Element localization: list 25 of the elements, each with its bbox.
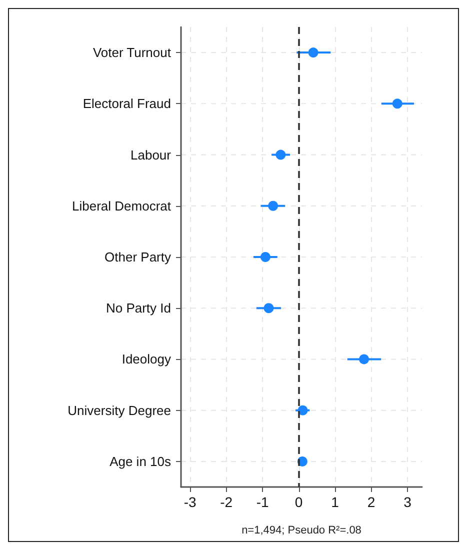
y-tick-label: Ideology <box>122 352 172 367</box>
x-tick-label: -3 <box>184 494 196 510</box>
x-tick-label: 2 <box>367 494 376 510</box>
y-tick-label: Age in 10s <box>110 454 172 469</box>
point <box>268 200 278 211</box>
x-tick-label: 0 <box>294 494 303 510</box>
y-tick-label: Liberal Democrat <box>72 198 172 214</box>
x-tick-label: 3 <box>404 494 412 510</box>
x-tick-label: -2 <box>220 494 233 510</box>
point <box>359 354 370 364</box>
y-tick-label: Voter Turnout <box>92 45 172 60</box>
y-tick-label: No Party Id <box>106 300 171 316</box>
y-tick-label: Electoral Fraud <box>82 96 171 112</box>
x-tick-label: 1 <box>331 494 340 510</box>
x-tick-label: -1 <box>256 494 269 510</box>
point <box>264 303 274 314</box>
y-tick-label: University Degree <box>68 402 171 418</box>
point <box>276 150 286 160</box>
y-tick-label: Labour <box>130 147 172 162</box>
x-axis-title: n=1,494; Pseudo R²=.08 <box>242 524 362 536</box>
point <box>260 252 270 262</box>
point <box>298 405 308 416</box>
point <box>308 48 318 58</box>
y-tick-label: Other Party <box>104 250 172 264</box>
point <box>392 98 402 109</box>
